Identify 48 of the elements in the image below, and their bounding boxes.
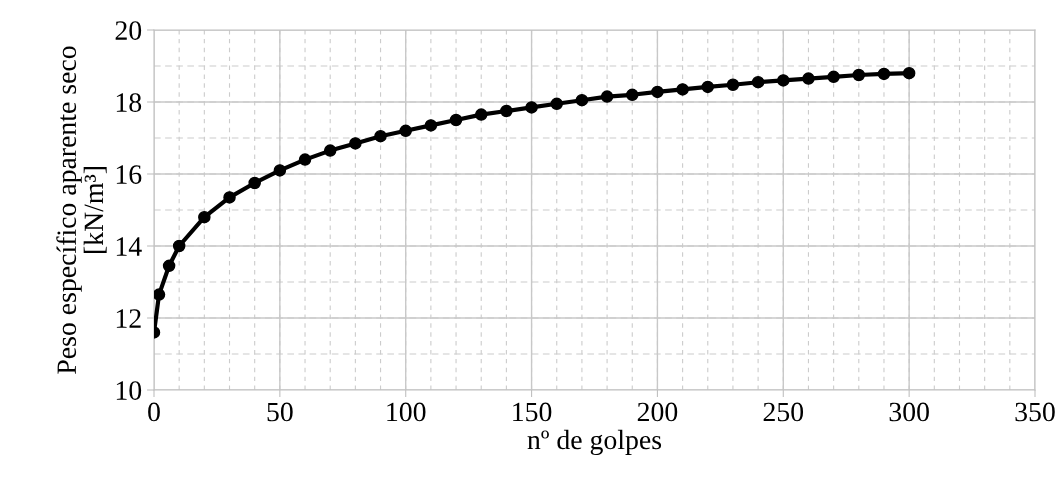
point — [223, 191, 236, 204]
x-tick-label: 50 — [267, 402, 293, 422]
x-tick-label: 150 — [513, 402, 552, 422]
point — [349, 137, 362, 150]
y-tick-label: 20 — [115, 21, 142, 40]
point — [600, 90, 614, 103]
y-tick-label: 10 — [116, 381, 142, 400]
x-tick-label: 200 — [637, 402, 678, 422]
x-tick-label: 250 — [763, 402, 804, 422]
point — [626, 88, 639, 102]
point — [500, 104, 513, 118]
point — [198, 210, 211, 224]
point — [701, 80, 715, 94]
point — [575, 93, 589, 107]
point — [827, 70, 840, 84]
point — [550, 97, 563, 111]
x-axis-title: nº de golpes — [527, 429, 662, 456]
point — [802, 72, 815, 85]
y-tick-label: 12 — [116, 309, 141, 328]
point — [399, 124, 412, 138]
point — [374, 129, 387, 143]
x-tick-label: 0 — [148, 402, 160, 422]
x-tick-label: 100 — [387, 402, 426, 422]
point — [449, 113, 463, 127]
point — [525, 101, 538, 114]
point — [777, 74, 790, 87]
point — [323, 144, 337, 157]
x-tick-label: 350 — [1015, 402, 1055, 422]
point — [726, 78, 740, 91]
point — [154, 288, 166, 301]
point — [474, 108, 488, 121]
point — [298, 153, 312, 166]
point — [273, 164, 287, 177]
y-tick-label: 14 — [116, 237, 142, 256]
point — [651, 85, 664, 99]
point — [172, 239, 186, 253]
point — [424, 119, 438, 132]
y-tick-label: 16 — [116, 165, 142, 184]
y-axis-title: Peso específico aparente seco [kN/m³] — [56, 46, 107, 374]
point — [877, 67, 891, 81]
point — [902, 66, 916, 80]
point — [162, 259, 176, 273]
x-tick-label: 300 — [889, 402, 929, 422]
point — [751, 75, 765, 89]
y-tick-label: 18 — [116, 93, 142, 112]
point — [676, 83, 689, 96]
point — [248, 176, 261, 190]
point — [852, 68, 866, 82]
